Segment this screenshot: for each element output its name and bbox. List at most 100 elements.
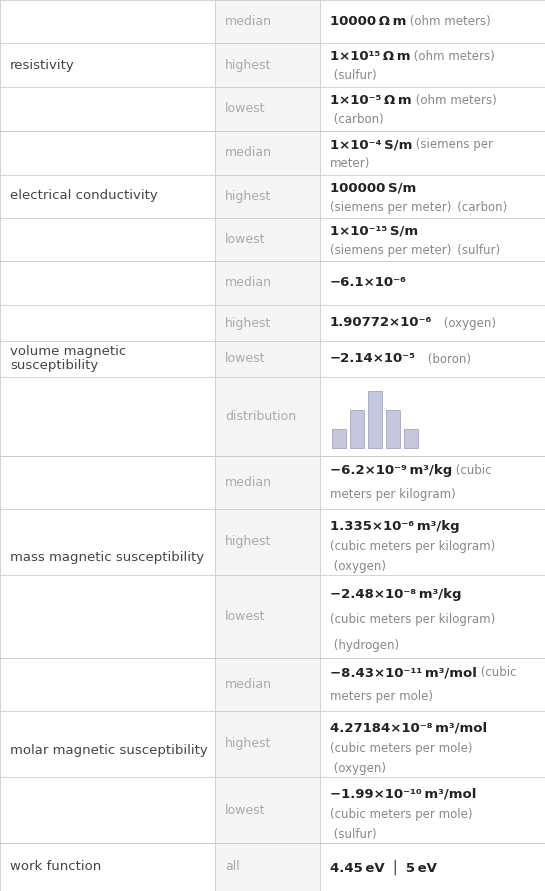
Text: −2.14×10⁻⁵: −2.14×10⁻⁵ xyxy=(330,353,416,365)
Bar xyxy=(320,377,545,456)
Bar xyxy=(215,509,320,575)
Bar xyxy=(0,658,215,843)
Bar xyxy=(215,658,320,711)
Bar xyxy=(0,843,215,891)
Bar xyxy=(404,429,418,448)
Bar xyxy=(320,658,545,711)
Text: median: median xyxy=(225,476,272,489)
Bar xyxy=(215,261,320,305)
Bar xyxy=(0,261,215,456)
Text: median: median xyxy=(225,276,272,290)
Text: (siemens per meter) (sulfur): (siemens per meter) (sulfur) xyxy=(330,243,500,257)
Text: 1×10⁻⁵ Ω m: 1×10⁻⁵ Ω m xyxy=(330,94,411,107)
Text: (oxygen): (oxygen) xyxy=(330,560,386,573)
Bar xyxy=(350,410,364,448)
Text: −6.2×10⁻⁹ m³/kg: −6.2×10⁻⁹ m³/kg xyxy=(330,464,452,478)
Text: 1×10⁻⁴ S/m: 1×10⁻⁴ S/m xyxy=(330,138,413,151)
Text: −1.99×10⁻¹⁰ m³/mol: −1.99×10⁻¹⁰ m³/mol xyxy=(330,788,476,800)
Text: (cubic meters per kilogram): (cubic meters per kilogram) xyxy=(330,613,495,626)
Text: highest: highest xyxy=(225,190,271,203)
Bar xyxy=(320,509,545,575)
Text: −8.43×10⁻¹¹ m³/mol: −8.43×10⁻¹¹ m³/mol xyxy=(330,666,477,680)
Bar xyxy=(320,777,545,843)
Text: volume magnetic
susceptibility: volume magnetic susceptibility xyxy=(10,345,126,372)
Bar xyxy=(386,410,400,448)
Text: (oxygen): (oxygen) xyxy=(330,762,386,774)
Bar xyxy=(215,777,320,843)
Bar xyxy=(320,456,545,509)
Bar xyxy=(215,575,320,658)
Text: (cubic meters per mole): (cubic meters per mole) xyxy=(330,807,473,821)
Text: (cubic: (cubic xyxy=(452,464,492,478)
Text: meters per mole): meters per mole) xyxy=(330,690,433,702)
Text: (sulfur): (sulfur) xyxy=(330,69,377,82)
Text: 1.90772×10⁻⁶: 1.90772×10⁻⁶ xyxy=(330,316,432,330)
Bar xyxy=(215,218,320,261)
Text: 4.27184×10⁻⁸ m³/mol: 4.27184×10⁻⁸ m³/mol xyxy=(330,722,487,734)
Bar xyxy=(320,131,545,175)
Text: (sulfur): (sulfur) xyxy=(330,828,377,840)
Text: (cubic meters per mole): (cubic meters per mole) xyxy=(330,741,473,755)
Text: (oxygen): (oxygen) xyxy=(432,316,496,330)
Text: highest: highest xyxy=(225,316,271,330)
Text: 1×10⁻¹⁵ S/m: 1×10⁻¹⁵ S/m xyxy=(330,225,418,238)
Bar xyxy=(215,843,320,891)
Text: median: median xyxy=(225,146,272,159)
Text: 10000 Ω m: 10000 Ω m xyxy=(330,15,407,28)
Bar xyxy=(320,341,545,377)
Bar xyxy=(320,261,545,305)
Text: work function: work function xyxy=(10,861,101,873)
Text: (ohm meters): (ohm meters) xyxy=(410,50,495,63)
Bar xyxy=(215,711,320,777)
Text: (carbon): (carbon) xyxy=(330,113,384,127)
Bar xyxy=(320,175,545,218)
Text: lowest: lowest xyxy=(225,610,265,623)
Bar xyxy=(332,429,346,448)
Bar xyxy=(215,43,320,87)
Text: (cubic meters per kilogram): (cubic meters per kilogram) xyxy=(330,540,495,552)
Bar xyxy=(215,377,320,456)
Bar xyxy=(215,305,320,341)
Text: (siemens per: (siemens per xyxy=(413,138,493,151)
Text: (hydrogen): (hydrogen) xyxy=(330,639,399,651)
Bar xyxy=(215,341,320,377)
Bar xyxy=(0,0,215,131)
Text: lowest: lowest xyxy=(225,102,265,116)
Bar xyxy=(320,843,545,891)
Text: (siemens per meter) (carbon): (siemens per meter) (carbon) xyxy=(330,200,507,214)
Text: highest: highest xyxy=(225,738,271,750)
Bar xyxy=(320,87,545,131)
Text: distribution: distribution xyxy=(225,410,296,423)
Bar xyxy=(320,305,545,341)
Bar xyxy=(215,175,320,218)
Text: mass magnetic susceptibility: mass magnetic susceptibility xyxy=(10,551,204,563)
Text: all: all xyxy=(225,861,240,873)
Text: 100000 S/m: 100000 S/m xyxy=(330,182,416,195)
Bar xyxy=(215,456,320,509)
Text: highest: highest xyxy=(225,535,271,549)
Text: 4.45 eV │ 5 eV: 4.45 eV │ 5 eV xyxy=(330,859,437,875)
Bar xyxy=(320,43,545,87)
Text: (ohm meters): (ohm meters) xyxy=(411,94,496,107)
Text: −6.1×10⁻⁶: −6.1×10⁻⁶ xyxy=(330,276,407,290)
Bar xyxy=(0,456,215,658)
Bar xyxy=(0,131,215,261)
Text: meter): meter) xyxy=(330,157,371,170)
Text: (boron): (boron) xyxy=(416,353,471,365)
Text: meters per kilogram): meters per kilogram) xyxy=(330,487,456,501)
Text: molar magnetic susceptibility: molar magnetic susceptibility xyxy=(10,744,208,757)
Text: median: median xyxy=(225,678,272,691)
Text: lowest: lowest xyxy=(225,233,265,246)
Text: −2.48×10⁻⁸ m³/kg: −2.48×10⁻⁸ m³/kg xyxy=(330,588,462,601)
Bar xyxy=(320,0,545,43)
Bar xyxy=(320,575,545,658)
Bar xyxy=(215,87,320,131)
Text: median: median xyxy=(225,15,272,28)
Bar xyxy=(215,0,320,43)
Text: lowest: lowest xyxy=(225,353,265,365)
Text: 1.335×10⁻⁶ m³/kg: 1.335×10⁻⁶ m³/kg xyxy=(330,519,459,533)
Text: resistivity: resistivity xyxy=(10,59,75,72)
Bar xyxy=(215,131,320,175)
Bar xyxy=(320,218,545,261)
Text: 1×10¹⁵ Ω m: 1×10¹⁵ Ω m xyxy=(330,50,410,63)
